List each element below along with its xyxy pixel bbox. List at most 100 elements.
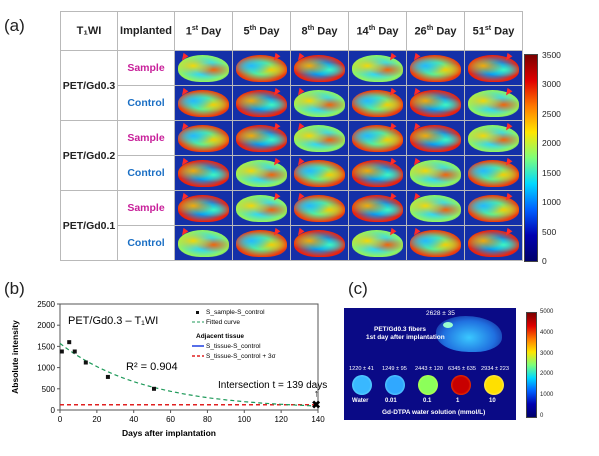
fiber-label-2: 1st day after implantation: [366, 334, 445, 341]
mri-scan-image: [174, 120, 233, 156]
mouse-body: [468, 230, 519, 257]
header-day-14: 14th Day: [348, 11, 407, 51]
fiber-label-1: PET/Gd0.3 fibers: [374, 326, 427, 333]
vial-name: Water: [352, 398, 369, 404]
legend-adjacent: Adjacent tissue: [196, 333, 244, 340]
mri-scan-image: [232, 190, 291, 226]
mri-scan-image: [232, 120, 291, 156]
vial-value: 2443 ± 120: [415, 366, 443, 372]
control-row-label: Control: [117, 85, 175, 121]
chart-title: PET/Gd0.3 – T₁WI: [68, 315, 158, 327]
mouse-body: [352, 195, 403, 222]
vial-circle: [385, 375, 405, 395]
x-axis-label: Days after implantation: [122, 428, 216, 438]
mouse-body: [294, 230, 345, 257]
mri-scan-image: [406, 190, 465, 226]
vial-circle: [451, 375, 471, 395]
legend-red: S_tissue-S_control + 3σ: [206, 353, 276, 360]
mouse-body: [178, 160, 229, 187]
colorbar-a-tick: 500: [542, 226, 557, 237]
mouse-body: [178, 230, 229, 257]
r-squared-label: R² = 0.904: [126, 361, 178, 373]
legend-blue: S_tissue-S_control: [206, 343, 261, 350]
header-day-5: 5th Day: [232, 11, 291, 51]
intersection-arrow-icon: ↑: [314, 389, 319, 400]
top-value: 2628 ± 35: [426, 310, 455, 317]
mouse-body: [236, 55, 287, 82]
mouse-body: [468, 90, 519, 117]
mri-scan-image: [464, 190, 523, 226]
vial-circle: [352, 375, 372, 395]
y-tick-label: 1500: [37, 342, 55, 351]
y-tick-label: 1000: [37, 364, 55, 373]
vial-name: 0.1: [423, 398, 432, 404]
mri-scan-image: [290, 50, 349, 86]
colorbar-c-tick: 0: [540, 413, 544, 419]
x-tick-label: 140: [311, 415, 325, 424]
colorbar-a-tick: 2000: [542, 138, 561, 149]
fiber-spot: [443, 322, 453, 328]
header-day-26: 26th Day: [406, 11, 465, 51]
data-point: [59, 349, 64, 354]
mri-scan-image: [464, 225, 523, 261]
colorbar-c: [526, 312, 537, 418]
panel-c-label: (c): [348, 279, 368, 298]
colorbar-c-tick: 5000: [540, 309, 554, 315]
control-row-label: Control: [117, 155, 175, 191]
mri-scan-image: [348, 190, 407, 226]
mouse-body: [352, 90, 403, 117]
data-point: [72, 349, 77, 354]
phantom-image: 2628 ± 35 PET/Gd0.3 fibers 1st day after…: [344, 308, 516, 420]
legend-points-marker: [196, 311, 199, 314]
colorbar-a-tick: 1500: [542, 167, 561, 178]
mouse-body: [410, 125, 461, 152]
data-point: [105, 374, 110, 379]
mri-scan-image: [232, 155, 291, 191]
colorbar-a-tick: 3000: [542, 79, 561, 90]
sample-row-label: Sample: [117, 50, 175, 86]
mouse-body: [468, 125, 519, 152]
mouse-body: [352, 230, 403, 257]
x-tick-label: 60: [166, 415, 175, 424]
data-point: [83, 360, 88, 365]
y-tick-label: 2500: [37, 300, 55, 309]
mouse-body: [352, 160, 403, 187]
mouse-body: [352, 125, 403, 152]
mouse-body: [410, 230, 461, 257]
mri-scan-image: [290, 225, 349, 261]
mri-scan-image: [290, 190, 349, 226]
control-row-label: Control: [117, 225, 175, 261]
mri-scan-image: [348, 155, 407, 191]
sample-row-label: Sample: [117, 120, 175, 156]
colorbar-a: [524, 54, 538, 262]
x-tick-label: 40: [129, 415, 138, 424]
panel-b-label: (b): [4, 279, 25, 298]
header-implanted: Implanted: [117, 11, 175, 51]
vial-circle: [418, 375, 438, 395]
mouse-body: [294, 160, 345, 187]
y-tick-label: 500: [42, 385, 56, 394]
mri-scan-image: [464, 120, 523, 156]
mri-scan-image: [174, 190, 233, 226]
colorbar-a-tick: 3500: [542, 50, 561, 60]
mri-scan-image: [174, 85, 233, 121]
x-tick-label: 20: [92, 415, 101, 424]
mouse-body: [178, 125, 229, 152]
vial-value: 1249 ± 95: [382, 366, 407, 372]
header-day-1: 1st Day: [174, 11, 233, 51]
colorbar-c-tick: 2000: [540, 371, 554, 378]
mri-scan-image: [348, 50, 407, 86]
colorbar-a-tick: 1000: [542, 197, 561, 208]
intersection-label: Intersection t = 139 days: [218, 380, 327, 391]
y-tick-label: 0: [51, 406, 56, 415]
mouse-body: [410, 195, 461, 222]
vial-axis-label: Gd-DTPA water solution (mmol/L): [382, 409, 486, 416]
mouse-body: [294, 90, 345, 117]
mri-scan-image: [232, 50, 291, 86]
mouse-body: [294, 195, 345, 222]
vial-name: 10: [489, 398, 496, 404]
mri-scan-image: [174, 50, 233, 86]
mri-scan-image: [174, 155, 233, 191]
vial-value: 1220 ± 41: [349, 366, 374, 372]
intersection-marker: ✖: [312, 400, 321, 412]
